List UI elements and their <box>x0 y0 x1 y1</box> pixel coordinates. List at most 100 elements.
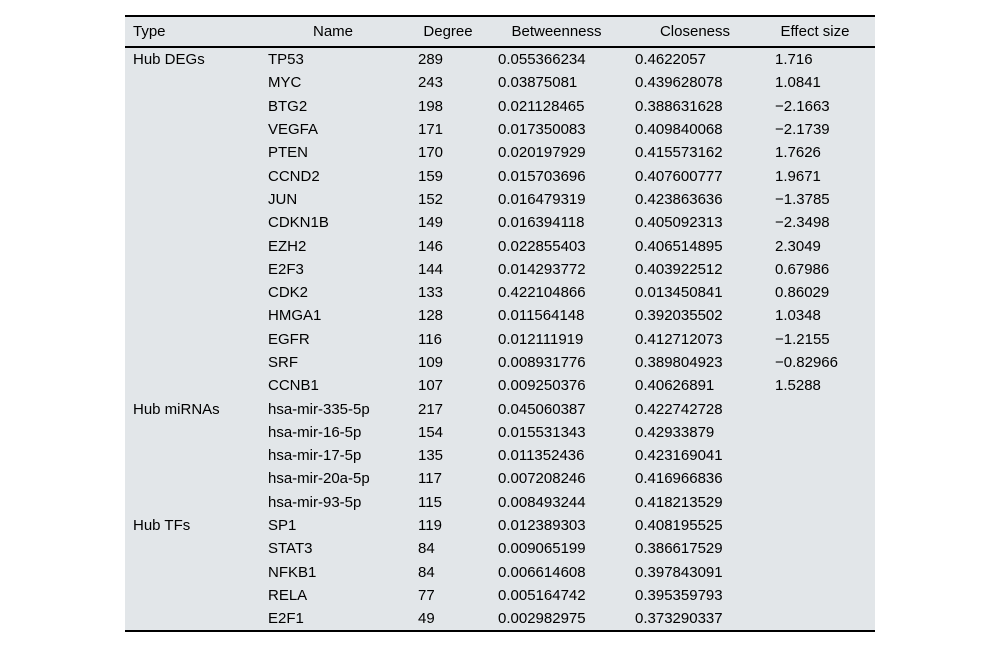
cell-name: JUN <box>268 190 298 208</box>
cell-type <box>125 304 268 327</box>
cell-effect-size <box>775 584 875 607</box>
cell-betweenness: 0.006614608 <box>498 563 586 581</box>
cell-effect-size <box>775 561 875 584</box>
hub-nodes-table: Type Name Degree Betweenness Closeness E… <box>125 15 875 633</box>
cell-degree: 171 <box>418 121 444 139</box>
cell-name: hsa-mir-16-5p <box>268 423 362 441</box>
cell-effect-size: −1.3785 <box>775 190 830 208</box>
table-row: Hub DEGs TP53 289 0.055366234 0.4622057 1.716 <box>125 47 875 71</box>
table-row: STAT3 84 0.009065199 0.386617529 <box>125 537 875 560</box>
cell-degree: 117 <box>418 470 442 488</box>
cell-effect-size <box>775 421 875 444</box>
cell-type <box>125 234 268 257</box>
table-row: CCNB1 107 0.009250376 0.40626891 1.5288 <box>125 374 875 397</box>
cell-degree: 144 <box>418 260 444 278</box>
table-row: E2F3 144 0.014293772 0.403922512 0.67986 <box>125 258 875 281</box>
cell-closeness: 0.415573162 <box>635 144 723 162</box>
cell-type <box>125 421 268 444</box>
cell-closeness: 0.388631628 <box>635 97 723 115</box>
cell-effect-size: 1.9671 <box>775 167 821 185</box>
cell-betweenness: 0.022855403 <box>498 237 586 255</box>
cell-name: hsa-mir-17-5p <box>268 447 362 465</box>
table-body: Hub DEGs TP53 289 0.055366234 0.4622057 1.716… <box>125 47 875 631</box>
cell-effect-size: 0.67986 <box>775 260 830 278</box>
cell-type <box>125 561 268 584</box>
cell-name: TP53 <box>268 51 304 69</box>
cell-type <box>125 71 268 94</box>
cell-type <box>125 164 268 187</box>
cell-type: Hub TFs <box>133 517 191 535</box>
cell-closeness: 0.395359793 <box>635 586 723 604</box>
cell-closeness: 0.423863636 <box>635 190 723 208</box>
column-header-name: Name <box>268 16 418 48</box>
cell-name: CDKN1B <box>268 214 329 232</box>
cell-name: hsa-mir-20a-5p <box>268 470 370 488</box>
cell-effect-size: 1.0841 <box>775 74 821 92</box>
cell-degree: 135 <box>418 447 444 465</box>
cell-effect-size: −1.2155 <box>775 330 830 348</box>
cell-name: HMGA1 <box>268 307 322 325</box>
cell-type <box>125 95 268 118</box>
table-row: hsa-mir-20a-5p 117 0.007208246 0.416966836 <box>125 467 875 490</box>
cell-betweenness: 0.005164742 <box>498 586 586 604</box>
cell-betweenness: 0.008931776 <box>498 354 586 371</box>
table-row: MYC 243 0.03875081 0.439628078 1.0841 <box>125 71 875 94</box>
cell-degree: 217 <box>418 400 444 418</box>
column-header-betweenness: Betweenness <box>498 16 635 48</box>
cell-betweenness: 0.008493244 <box>498 493 586 511</box>
table-row: NFKB1 84 0.006614608 0.397843091 <box>125 561 875 584</box>
cell-betweenness: 0.011352436 <box>498 447 585 465</box>
cell-effect-size <box>775 467 875 490</box>
cell-closeness: 0.406514895 <box>635 237 723 255</box>
cell-name: BTG2 <box>268 97 308 115</box>
cell-closeness: 0.422742728 <box>635 400 723 418</box>
table-row: E2F1 49 0.002982975 0.373290337 <box>125 607 875 631</box>
cell-betweenness: 0.009065199 <box>498 540 586 558</box>
cell-degree: 149 <box>418 214 444 232</box>
cell-effect-size: 1.7626 <box>775 144 821 162</box>
table-row: Hub miRNAs hsa-mir-335-5p 217 0.045060387 0.… <box>125 397 875 420</box>
cell-effect-size: 1.5288 <box>775 377 821 395</box>
cell-closeness: 0.392035502 <box>635 307 723 325</box>
cell-degree: 146 <box>418 237 444 255</box>
column-header-degree: Degree <box>418 16 498 48</box>
cell-betweenness: 0.009250376 <box>498 377 586 395</box>
table-row: CCND2 159 0.015703696 0.407600777 1.9671 <box>125 164 875 187</box>
cell-name: CCNB1 <box>268 377 319 395</box>
cell-type <box>125 467 268 490</box>
cell-type <box>125 374 268 397</box>
cell-betweenness: 0.021128465 <box>498 97 585 115</box>
cell-type <box>125 351 268 374</box>
cell-effect-size <box>775 537 875 560</box>
cell-name: PTEN <box>268 144 309 162</box>
cell-effect-size: −2.1739 <box>775 121 830 139</box>
table-row: CDKN1B 149 0.016394118 0.405092313 −2.3498 <box>125 211 875 234</box>
cell-name: hsa-mir-335-5p <box>268 400 370 418</box>
cell-closeness: 0.403922512 <box>635 260 723 278</box>
cell-closeness: 0.397843091 <box>635 563 723 581</box>
cell-degree: 115 <box>418 493 442 511</box>
cell-betweenness: 0.012389303 <box>498 517 586 535</box>
cell-betweenness: 0.045060387 <box>498 400 586 418</box>
table-row: VEGFA 171 0.017350083 0.409840068 −2.1739 <box>125 118 875 141</box>
cell-name: SP1 <box>268 517 297 535</box>
table-row: BTG2 198 0.021128465 0.388631628 −2.1663 <box>125 95 875 118</box>
cell-betweenness: 0.020197929 <box>498 144 586 162</box>
cell-name: CDK2 <box>268 284 309 302</box>
cell-degree: 128 <box>418 307 444 325</box>
table-row: hsa-mir-16-5p 154 0.015531343 0.42933879 <box>125 421 875 444</box>
cell-name: E2F1 <box>268 610 304 628</box>
cell-degree: 77 <box>418 586 435 604</box>
cell-closeness: 0.013450841 <box>635 284 723 302</box>
column-header-type: Type <box>125 16 268 48</box>
cell-name: RELA <box>268 586 308 604</box>
cell-type <box>125 607 268 631</box>
cell-type <box>125 211 268 234</box>
table-row: hsa-mir-93-5p 115 0.008493244 0.418213529 <box>125 491 875 514</box>
cell-type <box>125 141 268 164</box>
cell-degree: 119 <box>418 517 442 535</box>
cell-betweenness: 0.017350083 <box>498 121 586 139</box>
column-header-effect-size: Effect size <box>775 16 875 48</box>
cell-closeness: 0.42933879 <box>635 423 715 441</box>
